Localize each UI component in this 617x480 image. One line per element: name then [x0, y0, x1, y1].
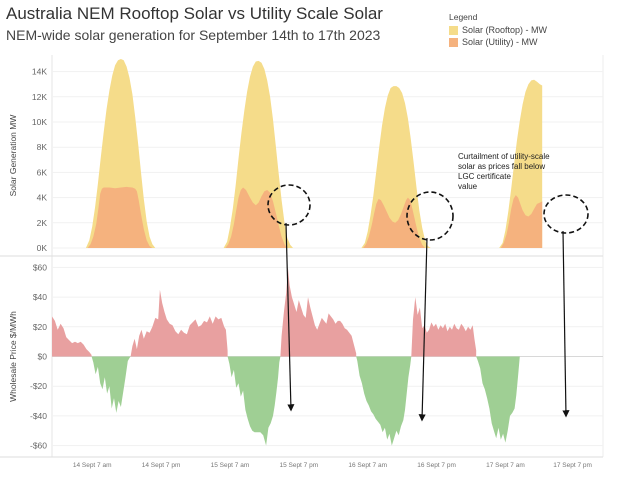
price-y-tick-label: $0	[38, 352, 48, 362]
gen-y-tick-label: 14K	[32, 67, 47, 77]
legend-label-rooftop: Solar (Rooftop) - MW	[462, 25, 548, 35]
gen-y-tick-label: 0K	[37, 243, 48, 253]
x-tick-label: 14 Sept 7 pm	[142, 462, 181, 469]
annotation-text-line: solar as prices fall below	[458, 162, 545, 171]
annotation-text-line: value	[458, 182, 478, 191]
price-y-tick-label: $60	[33, 262, 47, 272]
price-positive-area	[52, 267, 477, 357]
gen-y-tick-label: 4K	[37, 193, 48, 203]
chart-subtitle: NEM-wide solar generation for September …	[6, 27, 381, 43]
gen-y-tick-label: 12K	[32, 92, 47, 102]
legend-item-rooftop: Solar (Rooftop) - MW	[449, 24, 547, 36]
x-tick-label: 15 Sept 7 am	[211, 462, 250, 469]
chart-title: Australia NEM Rooftop Solar vs Utility S…	[6, 4, 383, 23]
x-tick-label: 17 Sept 7 pm	[553, 462, 592, 469]
price-y-tick-label: -$40	[30, 411, 47, 421]
gen-y-axis-label: Solar Generation MW	[8, 115, 18, 197]
annotation-text-line: Curtailment of utility-scale	[458, 152, 550, 161]
price-y-tick-label: -$60	[30, 441, 47, 451]
legend-label-utility: Solar (Utility) - MW	[462, 37, 538, 47]
x-tick-label: 16 Sept 7 pm	[417, 462, 456, 469]
price-y-tick-label: $20	[33, 322, 47, 332]
legend-swatch-rooftop	[449, 25, 458, 35]
gen-y-tick-label: 8K	[37, 142, 48, 152]
legend: Legend Solar (Rooftop) - MW Solar (Utili…	[449, 12, 547, 48]
gen-y-tick-label: 10K	[32, 117, 47, 127]
x-tick-label: 14 Sept 7 am	[73, 462, 112, 469]
x-tick-label: 17 Sept 7 am	[486, 462, 525, 469]
gen-y-tick-label: 6K	[37, 167, 48, 177]
x-tick-label: 16 Sept 7 am	[348, 462, 387, 469]
price-y-tick-label: $40	[33, 292, 47, 302]
annotation-text-line: LGC certificate	[458, 172, 511, 181]
price-negative-area	[91, 356, 520, 446]
x-tick-label: 15 Sept 7 pm	[279, 462, 318, 469]
legend-swatch-utility	[449, 37, 458, 47]
curtailment-arrow	[418, 237, 428, 422]
price-y-tick-label: -$20	[30, 381, 47, 391]
gen-y-tick-label: 2K	[37, 218, 48, 228]
curtailment-arrow	[562, 230, 570, 418]
legend-item-utility: Solar (Utility) - MW	[449, 36, 547, 48]
price-y-axis-label: Wholesale Price $/MWh	[8, 311, 18, 402]
legend-title: Legend	[449, 12, 478, 22]
curtailment-circle	[267, 184, 311, 226]
series-utility-area	[87, 186, 543, 248]
curtailment-circle	[406, 191, 454, 241]
generation-panel: 0K 2K 4K 6K 8K 10K 12K 14K Solar Generation MW	[0, 55, 604, 457]
curtailment-arrow	[285, 222, 295, 412]
curtailment-circle	[543, 194, 589, 234]
price-panel: -$60 -$40 -$20 $0 $20 $40 $60 Wholesale Price $…	[0, 262, 603, 469]
